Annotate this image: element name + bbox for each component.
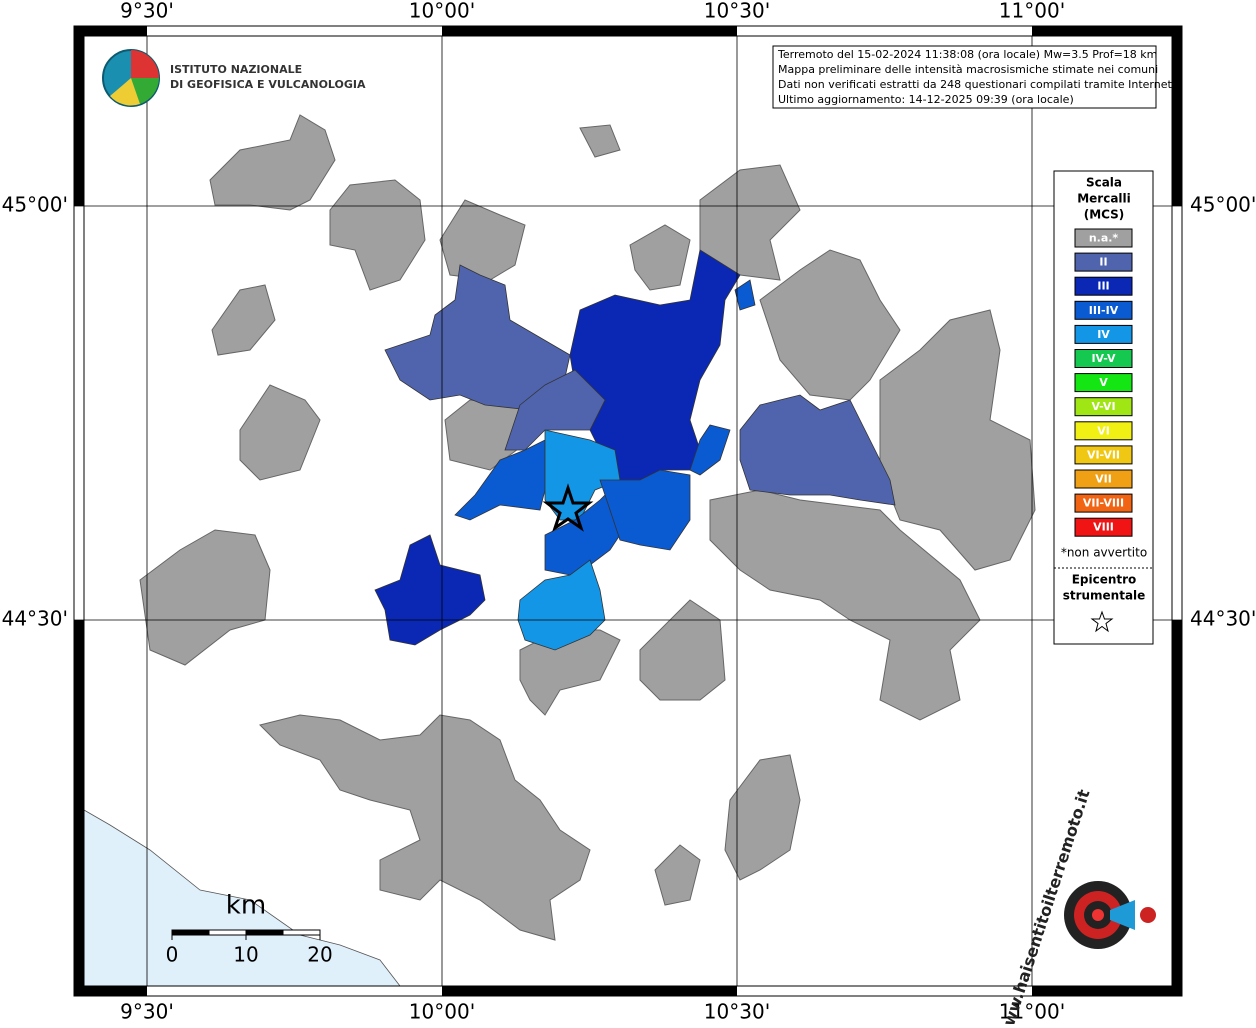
legend-title: (MCS)	[1084, 208, 1125, 222]
lon-label: 11°00'	[999, 0, 1065, 23]
legend-label: IV-V	[1091, 352, 1116, 365]
legend-note: *non avvertito	[1061, 546, 1147, 560]
scale-tick-label: 10	[233, 943, 258, 967]
legend: Scala Mercalli (MCS) *non avvertito Epic…	[1053, 170, 1154, 645]
legend-label: VI-VII	[1087, 448, 1120, 461]
scale-segment	[245, 929, 284, 936]
institute-name: ISTITUTO NAZIONALE	[170, 63, 302, 76]
info-line: Ultimo aggiornamento: 14-12-2025 09:39 (…	[778, 93, 1074, 106]
scale-unit: km	[226, 891, 266, 921]
info-line: Dati non verificati estratti da 248 ques…	[778, 78, 1175, 91]
legend-swatch	[1074, 276, 1133, 296]
info-box: Terremoto del 15-02-2024 11:38:08 (ora l…	[772, 45, 1175, 109]
scale-segment	[282, 929, 321, 936]
lon-label: 10°30'	[704, 1000, 770, 1024]
lon-label: 11°00'	[999, 1000, 1065, 1024]
legend-star	[1090, 610, 1114, 633]
legend-swatch	[1074, 469, 1133, 489]
legend-label: VI	[1097, 424, 1110, 437]
legend-swatch	[1074, 421, 1133, 441]
lat-label: 45°00'	[1190, 193, 1256, 217]
lon-label: 9°30'	[120, 1000, 174, 1024]
epicenter-star	[542, 483, 594, 532]
legend-swatch	[1074, 349, 1133, 368]
legend-title: Scala	[1086, 176, 1122, 190]
legend-label: III-IV	[1089, 304, 1119, 317]
institute-name: DI GEOFISICA E VULCANOLOGIA	[170, 78, 366, 91]
scale-bar: km 0 10 20	[166, 891, 333, 967]
scale-tick-label: 0	[166, 943, 179, 967]
legend-swatch	[1074, 324, 1133, 344]
legend-swatch	[1074, 252, 1133, 272]
legend-swatch	[1074, 445, 1133, 465]
legend-label: VII-VIII	[1083, 497, 1124, 510]
legend-label: V	[1099, 376, 1108, 389]
scale-segment	[171, 929, 210, 936]
lat-label: 45°00'	[2, 193, 68, 217]
legend-label: IV	[1097, 328, 1110, 341]
frame	[73, 25, 1183, 997]
legend-title: Mercalli	[1077, 192, 1131, 206]
legend-epicenter: strumentale	[1063, 589, 1146, 603]
legend-label: III	[1097, 280, 1109, 293]
legend-swatch	[1074, 228, 1133, 248]
lon-label: 10°30'	[704, 0, 770, 23]
municipalities-grey	[139, 114, 1036, 941]
ingv-logo: ISTITUTO NAZIONALE DI GEOFISICA E VULCAN…	[102, 49, 366, 107]
legend-label: V-VI	[1091, 400, 1115, 413]
lon-label: 10°00'	[409, 1000, 475, 1024]
legend-swatch	[1074, 300, 1133, 320]
scale-segment	[208, 929, 247, 936]
info-line: Terremoto del 15-02-2024 11:38:08 (ora l…	[777, 48, 1157, 61]
legend-epicenter: Epicentro	[1072, 573, 1137, 587]
municipalities-felt	[374, 249, 896, 651]
lon-label: 10°00'	[409, 0, 475, 23]
graticule	[74, 36, 1182, 986]
info-line: Mappa preliminare delle intensità macros…	[778, 63, 1158, 76]
legend-swatch	[1074, 517, 1133, 537]
legend-swatch	[1074, 493, 1133, 513]
legend-label: VII	[1095, 473, 1112, 486]
legend-label: VIII	[1093, 521, 1114, 534]
lon-label: 9°30'	[120, 0, 174, 23]
legend-swatch	[1074, 373, 1133, 393]
lat-label: 44°30'	[2, 607, 68, 631]
scale-tick-label: 20	[307, 943, 332, 967]
lat-label: 44°30'	[1190, 607, 1256, 631]
legend-label: II	[1099, 256, 1107, 269]
legend-swatch	[1074, 397, 1133, 417]
legend-label: n.a.*	[1089, 232, 1119, 245]
